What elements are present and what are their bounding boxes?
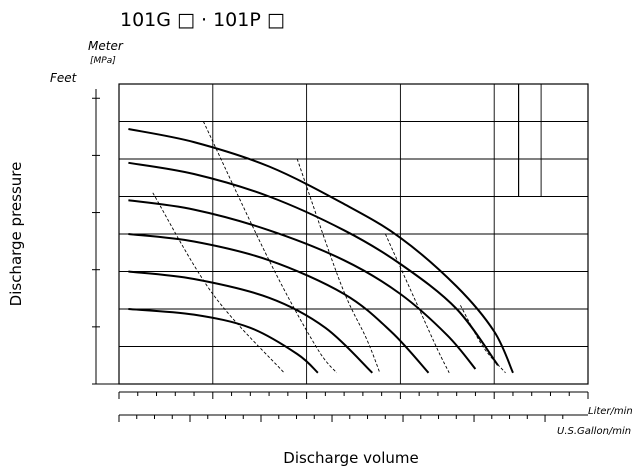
x-axis-label: Discharge volume <box>283 449 418 467</box>
air-line <box>460 305 506 374</box>
air-line <box>296 158 381 373</box>
chart-title: 101G □ · 101P □ <box>120 9 285 31</box>
air-line <box>384 233 450 374</box>
pressure-curve <box>128 161 499 366</box>
pressure-curve <box>128 308 319 374</box>
y-axis-label: Discharge pressure <box>7 162 25 307</box>
x-axes <box>118 391 589 422</box>
pressure-curve <box>128 128 514 374</box>
pressure-curves <box>128 128 514 374</box>
x-unit-gallon: U.S.Gallon/min <box>557 426 631 437</box>
y-meter-unit: Meter <box>88 39 124 53</box>
air-line <box>152 192 285 374</box>
pressure-curve <box>128 270 373 374</box>
x-unit-liter: Liter/min <box>588 406 633 417</box>
y-feet-unit: Feet <box>50 71 78 85</box>
y-mpa-unit: [MPa] <box>90 56 116 66</box>
pressure-curve <box>128 199 477 370</box>
feet-axis <box>92 89 100 385</box>
pressure-curve <box>128 233 430 374</box>
air-line <box>202 121 337 374</box>
plot-grid <box>118 83 589 385</box>
